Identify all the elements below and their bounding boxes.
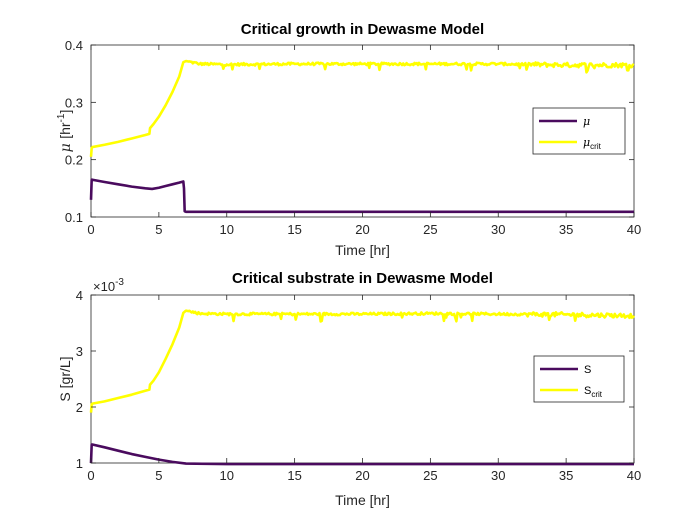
x-tick-label: 20 <box>355 222 369 237</box>
x-tick-label: 0 <box>87 468 94 483</box>
legend: μ μcrit <box>532 107 626 155</box>
series-line-1 <box>89 178 634 214</box>
x-tick-label: 30 <box>491 222 505 237</box>
series-line-2 <box>89 59 635 157</box>
legend-label-1: S <box>584 364 591 376</box>
y-tick-label: 3 <box>76 344 83 359</box>
chart-title: Critical substrate in Dewasme Model <box>232 270 493 287</box>
x-tick-label: 35 <box>559 222 573 237</box>
y-tick-label: 0.1 <box>65 210 83 225</box>
series-line-1 <box>89 443 634 466</box>
y-tick-label: 0.4 <box>65 38 83 53</box>
y-axis-label: S [gr/L] <box>57 356 73 401</box>
legend-label-2: Scrit <box>584 385 603 399</box>
legend-box <box>532 107 626 155</box>
x-tick-label: 10 <box>220 468 234 483</box>
y-axis-label: μ [hr-1] <box>56 110 74 153</box>
chart-1: 0 5 10 15 20 25 30 35 40 0.1 0.2 0.3 0.4 Critical gro… <box>56 21 641 258</box>
x-tick-label: 0 <box>87 222 94 237</box>
x-tick-label: 10 <box>220 222 234 237</box>
x-tick-label: 20 <box>355 468 369 483</box>
x-tick-label: 25 <box>423 222 437 237</box>
y-tick-label: 0.2 <box>65 153 83 168</box>
legend: S Scrit <box>533 355 625 403</box>
chart-2: 0 5 10 15 20 25 30 35 40 1 2 3 4 Critical substrate i… <box>57 270 641 508</box>
y-tick-label: 2 <box>76 400 83 415</box>
series-line-2 <box>89 309 636 413</box>
x-tick-label: 35 <box>559 468 573 483</box>
y-tick-label: 0.3 <box>65 95 83 110</box>
legend-box <box>533 355 625 403</box>
x-tick-label: 15 <box>287 222 301 237</box>
x-tick-label: 25 <box>423 468 437 483</box>
x-tick-label: 5 <box>155 222 162 237</box>
legend-label-1: μ <box>583 115 590 128</box>
y-tick-label: 1 <box>76 456 83 471</box>
y-scale-exponent: ×10-3 <box>93 277 124 294</box>
x-tick-label: 30 <box>491 468 505 483</box>
legend-label-2: μcrit <box>583 136 602 151</box>
x-tick-label: 5 <box>155 468 162 483</box>
x-tick-label: 40 <box>627 222 641 237</box>
x-tick-label: 40 <box>627 468 641 483</box>
x-axis-label: Time [hr] <box>335 492 390 508</box>
y-tick-label: 4 <box>76 288 83 303</box>
x-tick-label: 15 <box>287 468 301 483</box>
chart-title: Critical growth in Dewasme Model <box>241 21 484 38</box>
x-axis-label: Time [hr] <box>335 242 390 258</box>
